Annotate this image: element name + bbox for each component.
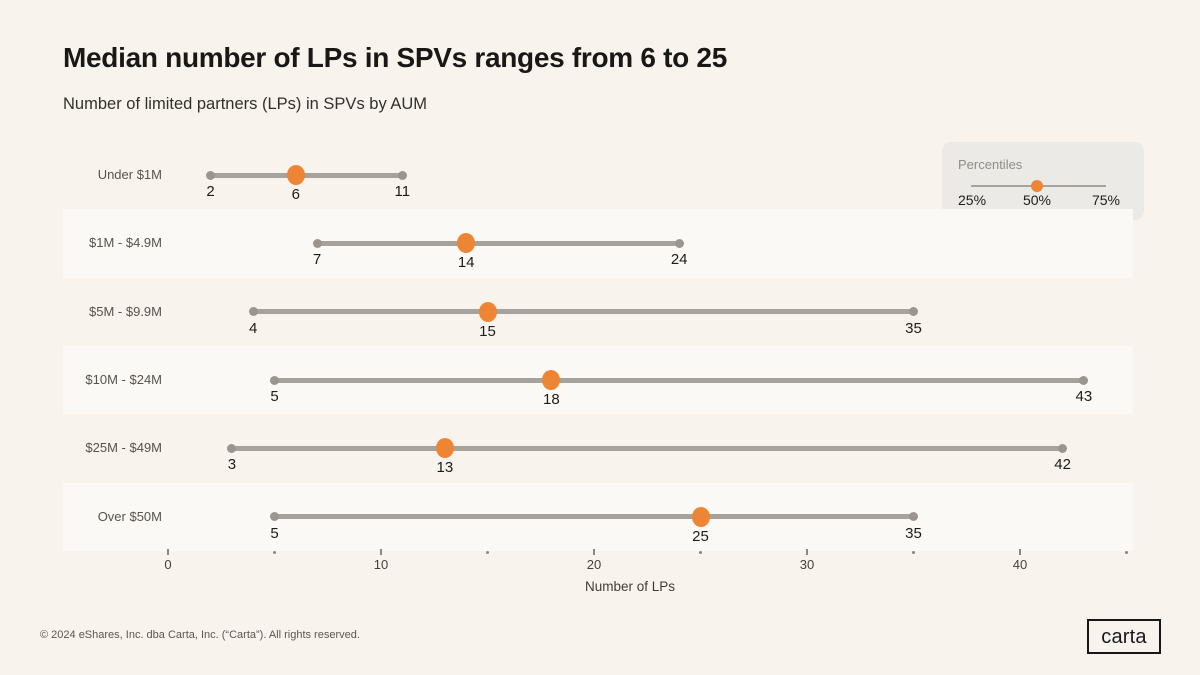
p75-value-label: 35 [905,524,922,542]
p75-value-label: 35 [905,319,922,337]
x-axis-minor-tick [1125,551,1128,554]
range-line [274,514,914,520]
median-dot [457,233,476,254]
category-label: $5M - $9.9M [89,303,162,319]
legend-median-dot [1031,180,1043,192]
p75-endpoint-dot [674,238,684,248]
p25-value-label: 4 [249,319,258,337]
p75-value-label: 11 [394,183,411,201]
p25-value-label: 7 [312,251,322,269]
median-dot [691,506,710,527]
p75-value-label: 43 [1075,388,1093,406]
p75-value-label: 42 [1054,456,1071,474]
x-axis-tick-label: 10 [373,557,389,572]
carta-logo: carta [1087,619,1161,654]
x-axis-tick-label: 30 [799,557,815,572]
range-line [210,172,403,178]
x-axis-major-tick [380,549,382,555]
median-value-label: 18 [543,391,560,409]
legend-title: Percentiles [958,157,1023,172]
p25-value-label: 2 [206,183,215,201]
p25-value-label: 5 [270,524,279,542]
page-subtitle: Number of limited partners (LPs) in SPVs… [63,95,428,113]
category-label: $1M - $4.9M [89,235,162,251]
p75-endpoint-dot [909,307,918,317]
p25-endpoint-dot [227,443,237,453]
p25-endpoint-dot [312,238,322,248]
percentiles-legend: Percentiles 25% 50% 75% [942,142,1144,220]
median-value-label: 13 [436,459,454,477]
x-axis-minor-tick [912,551,915,554]
x-axis-minor-tick [273,551,276,554]
x-axis-tick-label: 40 [1012,557,1028,572]
p25-value-label: 3 [227,456,237,474]
p25-endpoint-dot [270,375,279,385]
x-axis-tick-label: 20 [586,557,602,572]
p25-endpoint-dot [248,307,258,317]
x-axis-major-tick [806,549,808,555]
legend-label-25: 25% [958,192,987,208]
median-value-label: 14 [457,254,475,272]
x-axis-major-tick [1019,549,1021,555]
category-label: $10M - $24M [85,372,162,388]
median-dot [542,370,561,391]
page-title: Median number of LPs in SPVs ranges from… [63,42,727,73]
p75-endpoint-dot [909,512,918,522]
copyright-text: © 2024 eShares, Inc. dba Carta, Inc. (“C… [40,629,360,641]
median-value-label: 6 [291,186,300,204]
p75-endpoint-dot [1058,443,1068,453]
category-label: Over $50M [97,508,162,524]
x-axis-minor-tick [699,551,702,554]
range-line [253,309,914,315]
carta-logo-text: carta [1101,625,1147,648]
range-line [317,240,680,246]
legend-label-50: 50% [1022,192,1052,208]
x-axis-major-tick [593,549,595,555]
median-dot [286,165,305,186]
x-axis-title: Number of LPs [584,579,676,594]
category-label: $25M - $49M [85,440,162,456]
x-axis-major-tick [167,549,169,555]
median-dot [435,438,454,459]
legend-label-75: 75% [1091,192,1120,208]
p25-value-label: 5 [270,388,279,406]
p75-endpoint-dot [397,170,407,180]
category-label: Under $1M [97,167,162,183]
range-line [274,377,1084,383]
p75-endpoint-dot [1079,375,1089,385]
p75-value-label: 24 [670,251,688,269]
p25-endpoint-dot [206,170,216,180]
x-axis-minor-tick [486,551,489,554]
median-value-label: 15 [479,322,496,340]
median-dot [478,301,497,322]
range-line [231,445,1063,451]
x-axis-tick-label: 0 [164,557,172,572]
median-value-label: 25 [692,527,709,545]
p25-endpoint-dot [270,512,279,522]
